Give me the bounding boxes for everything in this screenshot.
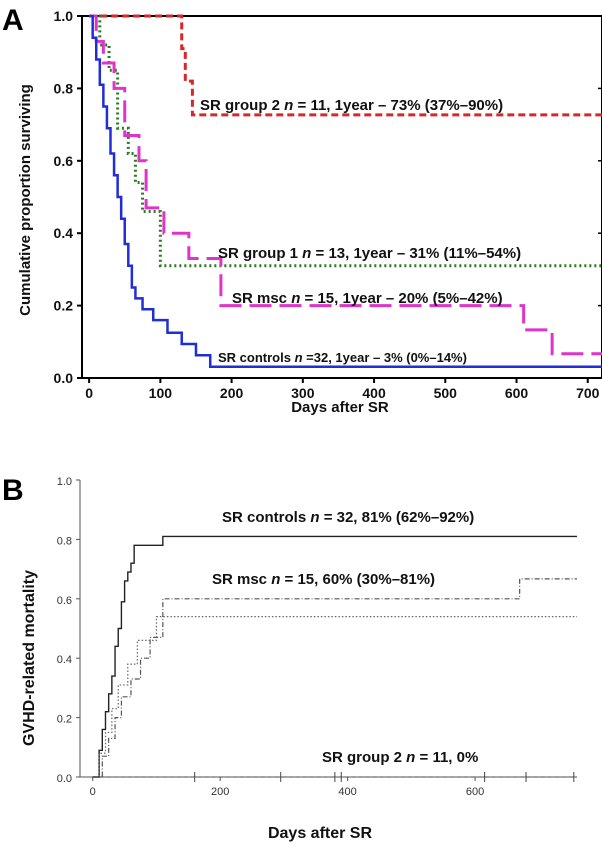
panel-a-survival-curves [89, 14, 602, 369]
A-y-tick-label: 0.4 [54, 225, 74, 241]
panel-a-annotations: SR group 2 n = 11, 1year – 73% (37%–90%)… [200, 97, 521, 365]
A-y-tick-label: 1.0 [54, 8, 74, 24]
B-series-0-line [92, 535, 577, 778]
annotation-b-sr-msc: SR msc n = 15, 60% (30%–81%) [212, 571, 435, 588]
A-x-tick-label: 400 [362, 385, 386, 401]
panel-b-letter: B [2, 474, 24, 507]
A-x-tick-label: 700 [576, 385, 600, 401]
B-y-tick-label: 0.4 [57, 654, 72, 666]
B-x-tick-label: 0 [90, 786, 96, 798]
A-plot-frame [81, 15, 602, 379]
A-y-tick-label: 0.0 [54, 370, 74, 386]
annotation-sr-controls: SR controls n =32, 1year – 3% (0%–14%) [218, 350, 467, 365]
A-x-tick-label: 100 [149, 385, 173, 401]
annotation-b-sr-group-2: SR group 2 n = 11, 0% [322, 749, 478, 766]
A-series-0-line [89, 14, 602, 117]
annotation-sr-group-1: SR group 1 n = 13, 1year – 31% (11%–54%) [218, 245, 521, 262]
B-x-tick-label: 600 [466, 786, 484, 798]
panel-b-annotations: SR controls n = 32, 81% (62%–92%) SR msc… [212, 509, 478, 766]
panel-a-x-axis-label: Days after SR [291, 399, 389, 416]
A-series-2-line [89, 14, 602, 356]
panel-a-tick-labels: 0 100 200 300 400 500 600 700 0.0 0.2 0.4 0.6 0.8 1.0 [54, 8, 600, 401]
panel-b: B GVHD-related mortality Days after SR 0… [2, 474, 577, 842]
B-y-tick-label: 0.0 [57, 773, 72, 785]
A-x-tick-label: 200 [220, 385, 244, 401]
B-y-tick-label: 0.6 [57, 595, 72, 607]
annotation-sr-group-2: SR group 2 n = 11, 1year – 73% (37%–90%) [200, 97, 503, 114]
panel-a-letter: A [2, 4, 24, 37]
panel-b-tick-labels: 0 200 400 600 0.0 0.2 0.4 0.6 0.8 1.0 [57, 476, 485, 798]
B-y-tick-label: 0.2 [57, 714, 72, 726]
B-series-1-line [92, 578, 577, 778]
B-y-tick-label: 1.0 [57, 476, 72, 488]
A-y-tick-label: 0.2 [54, 298, 74, 314]
A-y-tick-label: 0.6 [54, 153, 74, 169]
panel-a-y-axis-label: Cumulative proportion surviving [17, 84, 34, 316]
panel-b-mortality-curves [92, 535, 577, 782]
panel-b-x-axis-label: Days after SR [268, 825, 372, 842]
A-x-tick-label: 500 [434, 385, 458, 401]
A-x-tick-label: 600 [505, 385, 529, 401]
A-series-3-line [89, 14, 602, 369]
B-y-tick-label: 0.8 [57, 535, 72, 547]
A-series-1-line [89, 14, 602, 268]
A-x-tick-label: 0 [85, 385, 93, 401]
B-x-tick-label: 200 [211, 786, 229, 798]
A-y-tick-label: 0.8 [54, 80, 74, 96]
A-x-tick-label: 300 [291, 385, 315, 401]
panel-b-y-axis-label: GVHD-related mortality [21, 570, 38, 746]
panel-a-axes [77, 15, 602, 383]
panel-a: A Cumulative proportion surviving Days a… [2, 4, 602, 416]
B-x-tick-label: 400 [338, 786, 356, 798]
annotation-sr-msc: SR msc n = 15, 1year – 20% (5%–42%) [232, 290, 503, 307]
annotation-b-sr-controls: SR controls n = 32, 81% (62%–92%) [222, 509, 474, 526]
